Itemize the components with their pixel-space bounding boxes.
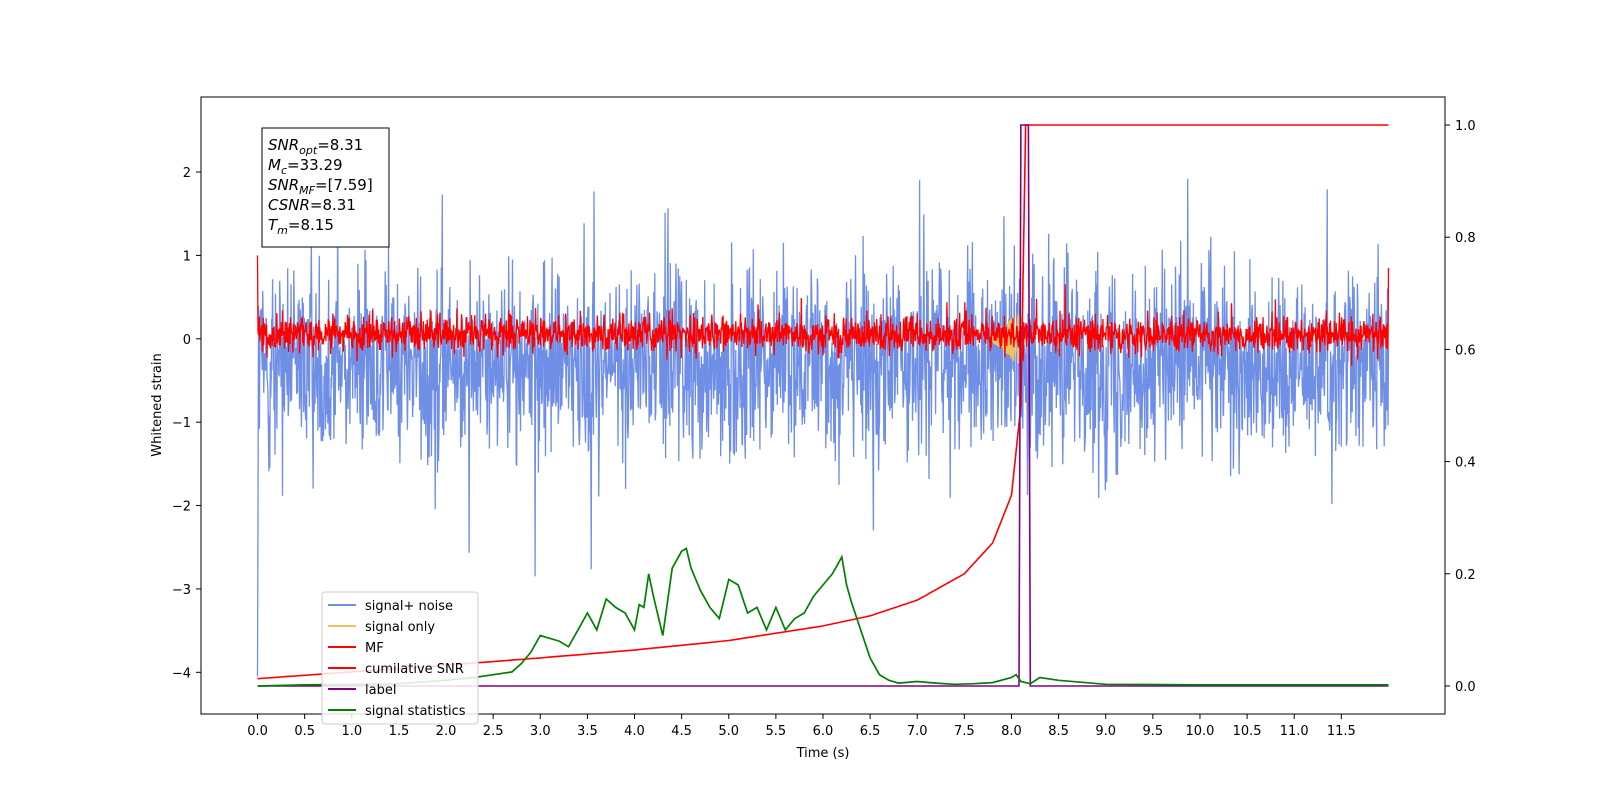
- y-tick-label: −2: [172, 500, 191, 515]
- y-tick-label: −3: [172, 583, 191, 598]
- y2-tick-label: 0.6: [1455, 343, 1476, 358]
- annotation-lines: SNRopt=8.31Mc=33.29SNRMF=[7.59]CSNR=8.31…: [268, 136, 373, 237]
- x-tick-label: 4.0: [624, 724, 645, 739]
- x-tick-label: 6.5: [860, 724, 881, 739]
- x-tick-label: 11.5: [1327, 724, 1356, 739]
- legend-label: signal statistics: [365, 704, 466, 719]
- x-tick-label: 1.5: [389, 724, 410, 739]
- legend: signal+ noise signal only MF cumilative SNR…: [321, 591, 479, 725]
- y-tick-label: −4: [172, 666, 191, 681]
- y-axis-label: Whitened strain: [150, 353, 165, 456]
- x-tick-label: 7.0: [907, 724, 928, 739]
- legend-label: label: [365, 683, 396, 698]
- y-tick-label: 1: [183, 249, 191, 264]
- x-tick-label: 8.5: [1048, 724, 1069, 739]
- x-axis-label: Time (s): [796, 746, 850, 761]
- x-tick-label: 9.0: [1095, 724, 1116, 739]
- legend-label: MF: [365, 641, 384, 656]
- x-tick-label: 10.5: [1233, 724, 1262, 739]
- series-label-line: [257, 124, 1389, 687]
- annotation-line: Mc=33.29: [268, 156, 343, 177]
- legend-label: signal+ noise: [365, 599, 453, 614]
- x-tick-label: 4.5: [671, 724, 692, 739]
- y-tick-label: −1: [172, 416, 191, 431]
- x-tick-label: 9.5: [1143, 724, 1164, 739]
- x-tick-label: 2.5: [483, 724, 504, 739]
- y2-tick-label: 0.8: [1455, 231, 1476, 246]
- annotation-line: SNRMF=[7.59]: [268, 176, 373, 197]
- x-tick-label: 3.0: [530, 724, 551, 739]
- x-tick-label: 5.0: [718, 724, 739, 739]
- series-mf-line: [256, 255, 1390, 366]
- y-tick-label: 0: [183, 333, 191, 348]
- series-signal-statistics-line: [257, 547, 1389, 687]
- annotation-line: CSNR=8.31: [268, 196, 356, 214]
- x-tick-label: 1.0: [341, 724, 362, 739]
- y2-tick-label: 0.2: [1455, 568, 1476, 583]
- y2-tick-label: 1.0: [1455, 119, 1476, 134]
- annotation-frame: [261, 127, 390, 248]
- annotation-box: SNRopt=8.31Mc=33.29SNRMF=[7.59]CSNR=8.31…: [261, 127, 390, 248]
- x-tick-label: 5.5: [766, 724, 787, 739]
- y2-tick-label: 0.0: [1455, 680, 1476, 695]
- x-tick-label: 10.0: [1185, 724, 1214, 739]
- annotation-line: Tm=8.15: [268, 216, 334, 237]
- x-tick-label: 0.0: [247, 724, 268, 739]
- y-tick-label: 2: [183, 166, 191, 181]
- x-tick-label: 3.5: [577, 724, 598, 739]
- legend-frame: [321, 591, 479, 725]
- x-tick-label: 7.5: [954, 724, 975, 739]
- x-tick-label: 2.0: [436, 724, 457, 739]
- x-tick-label: 0.5: [294, 724, 315, 739]
- legend-label: signal only: [365, 620, 435, 635]
- x-tick-label: 8.0: [1001, 724, 1022, 739]
- x-tick-label: 11.0: [1280, 724, 1309, 739]
- legend-label: cumilative SNR: [365, 662, 464, 677]
- legend-items: signal+ noise signal only MF cumilative SNR…: [328, 599, 466, 719]
- annotation-line: SNRopt=8.31: [268, 136, 363, 157]
- x-tick-label: 6.0: [813, 724, 834, 739]
- ticks-layer: 0.0 0.5 1.0 1.5 2.0 2.5 3.0 3.5 4.0 4.5 5.0 5.5 6.0 6…: [172, 119, 1476, 739]
- y2-tick-label: 0.4: [1455, 456, 1476, 471]
